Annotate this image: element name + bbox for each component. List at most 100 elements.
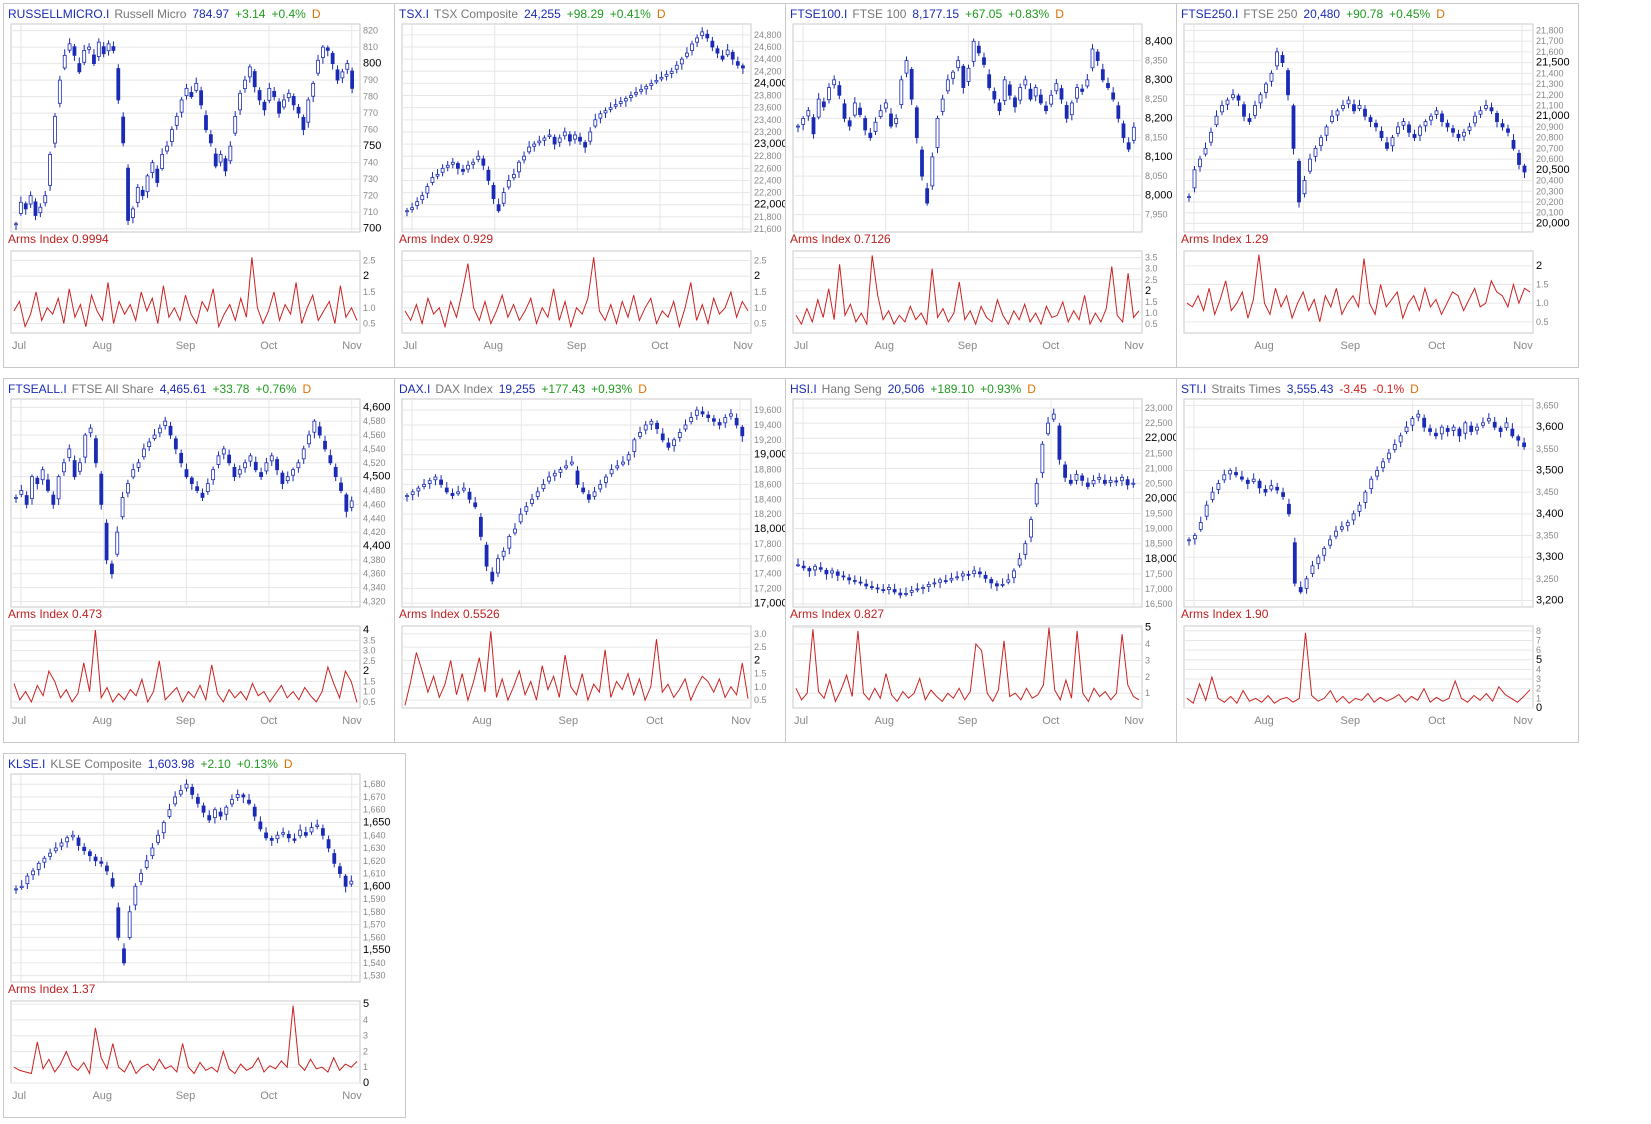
x-axis-label: Oct [1042, 715, 1059, 727]
last-price: 1,603.98 [147, 757, 195, 771]
price-tick-label: 18,000 [1145, 553, 1179, 565]
candle-body [501, 550, 506, 557]
index-name: FTSE 100 [852, 7, 907, 21]
arms-index-line [404, 631, 749, 706]
candle-body [23, 203, 28, 210]
chart-panel-hsii[interactable]: 23,000 22,500 22,000 21,500 21,000 20,500 20,0… [785, 378, 1188, 743]
candle-body [669, 70, 674, 74]
arms-tick-label: 5 [1536, 654, 1542, 666]
candle-body [221, 448, 226, 455]
index-name: Hang Seng [821, 382, 882, 396]
candle-body [195, 797, 200, 804]
symbol-link[interactable]: FTSE100.I [790, 7, 848, 21]
candle-body [904, 593, 908, 595]
price-change: +67.05 [965, 7, 1003, 21]
candle-body [335, 69, 340, 81]
price-tick-label: 8,150 [1145, 133, 1168, 143]
candle-body [99, 473, 104, 505]
candle-body [133, 885, 138, 906]
chart-panel-russellmicroi[interactable]: 820 810 800 790 780 770 760 750 740 730 720 710 700 2… [3, 3, 406, 368]
candle-body [725, 49, 730, 56]
x-axis-label: Jul [403, 340, 417, 352]
candle-body [1339, 526, 1344, 530]
chart-panel-tsxi[interactable]: 24,800 24,600 24,400 24,200 24,000 23,800 23,6… [394, 3, 797, 368]
symbol-link[interactable]: DAX.I [399, 382, 431, 396]
candle-body [909, 590, 914, 593]
price-change: +90.78 [1346, 7, 1384, 21]
percent-change: +0.45% [1389, 7, 1431, 21]
candle-body [710, 40, 715, 48]
candle-body [513, 528, 517, 534]
price-tick-label: 700 [363, 223, 381, 235]
x-axis-label: Oct [651, 340, 668, 352]
chart-panel-klsei[interactable]: 1,680 1,670 1,660 1,650 1,640 1,630 1,620 1,610… [3, 753, 406, 1118]
candle-body [1463, 422, 1468, 434]
candle-body [581, 487, 586, 493]
candle-body [349, 880, 354, 885]
candle-body [811, 117, 816, 135]
arms-tick-label: 2.5 [1145, 275, 1158, 285]
candle-body [564, 465, 569, 469]
symbol-link[interactable]: HSI.I [790, 382, 817, 396]
candle-body [972, 570, 977, 574]
price-tick-label: 22,500 [1145, 418, 1173, 428]
chart-panel-daxi[interactable]: 19,600 19,400 19,200 19,000 18,800 18,600 18,4… [394, 378, 797, 743]
candle-body [121, 116, 126, 144]
index-name: FTSE All Share [71, 382, 154, 396]
arms-index-label: Arms Index 1.90 [1181, 607, 1269, 621]
candle-body [213, 809, 217, 819]
symbol-link[interactable]: STI.I [1181, 382, 1207, 396]
price-tick-label: 730 [363, 174, 378, 184]
candle-body [976, 45, 981, 54]
x-axis-label: Oct [260, 340, 277, 352]
symbol-link[interactable]: KLSE.I [8, 757, 46, 771]
x-axis-label: Aug [874, 340, 894, 352]
symbol-link[interactable]: TSX.I [399, 7, 430, 21]
candle-body [301, 116, 306, 131]
chart-panel-stii[interactable]: 3,650 3,600 3,550 3,500 3,450 3,400 3,350 3,300… [1176, 378, 1579, 743]
chart-panel-ftse100i[interactable]: 8,400 8,350 8,300 8,250 8,200 8,150 8,100 8,050… [785, 3, 1188, 368]
candle-body [983, 574, 988, 579]
candle-body [1209, 131, 1213, 143]
candle-body [1439, 426, 1444, 435]
candle-body [450, 492, 455, 496]
candle-body [1222, 474, 1227, 481]
candle-body [131, 469, 136, 478]
candle-body [945, 79, 950, 92]
chart-panel-ftsealli[interactable]: 4,600 4,580 4,560 4,540 4,520 4,500 4,480 4,460… [3, 378, 406, 743]
candle-body [1418, 126, 1422, 136]
symbol-link[interactable]: FTSE250.I [1181, 7, 1239, 21]
candle-body [1381, 461, 1385, 469]
candle-body [674, 64, 679, 70]
candle-body [1374, 122, 1378, 128]
candle-body [1064, 105, 1069, 119]
arms-index-label: Arms Index 0.827 [790, 607, 885, 621]
candle-body [344, 494, 349, 512]
candle-body [83, 434, 88, 458]
price-tick-label: 3,500 [1536, 465, 1564, 477]
candle-body [1242, 104, 1246, 117]
price-tick-label: 4,480 [363, 486, 386, 496]
candle-body [618, 101, 623, 104]
candle-body [87, 46, 91, 50]
candle-body [325, 47, 330, 51]
x-axis-label: Nov [1124, 715, 1144, 727]
candle-body [248, 455, 253, 462]
candle-body [1345, 522, 1350, 527]
price-tick-label: 19,000 [1145, 524, 1173, 534]
candle-body [106, 43, 111, 52]
price-change: +3.14 [235, 7, 266, 21]
candle-body [832, 79, 837, 86]
price-tick-label: 22,000 [754, 199, 788, 211]
candle-body [1253, 105, 1257, 116]
candle-body [19, 490, 24, 495]
symbol-link[interactable]: RUSSELLMICRO.I [8, 7, 110, 21]
arms-tick-label: 1.5 [363, 287, 376, 297]
candle-body [311, 83, 316, 97]
symbol-link[interactable]: FTSEALL.I [8, 382, 67, 396]
candle-body [478, 516, 483, 537]
candle-body [1063, 464, 1068, 478]
candle-body [1234, 472, 1238, 476]
chart-panel-ftse250i[interactable]: 21,800 21,700 21,600 21,500 21,400 21,300 21,2… [1176, 3, 1579, 368]
candle-body [632, 439, 637, 452]
